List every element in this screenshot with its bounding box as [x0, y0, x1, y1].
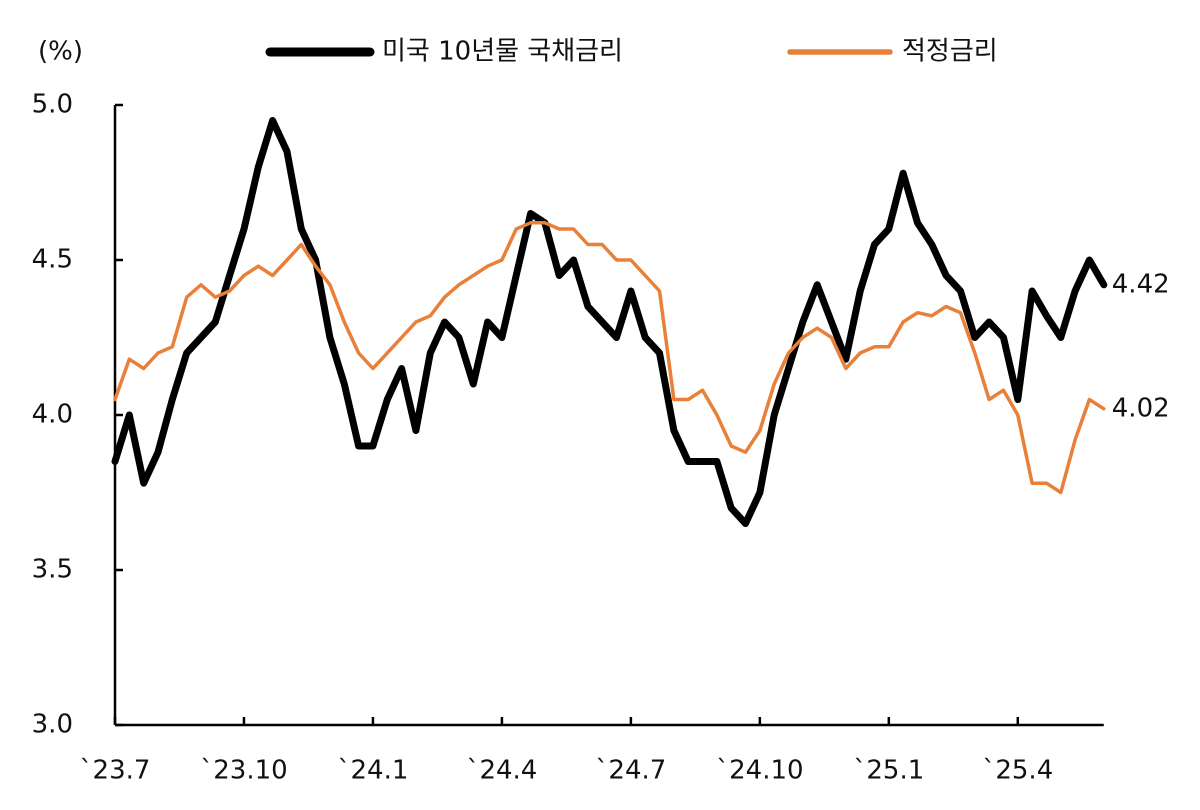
end-label: 4.42	[1112, 269, 1170, 299]
x-tick-label: `24.7	[595, 756, 666, 786]
x-tick-label: `23.10	[200, 756, 287, 786]
x-tick-label: `23.7	[80, 756, 151, 786]
y-tick-label: 3.5	[32, 555, 73, 585]
x-tick-label: `24.1	[337, 756, 408, 786]
y-tick-label: 4.5	[32, 245, 73, 275]
end-label: 4.02	[1112, 393, 1170, 423]
y-tick-label: 3.0	[32, 710, 73, 740]
x-tick-label: `24.4	[466, 756, 537, 786]
legend-label: 미국 10년물 국채금리	[382, 37, 623, 67]
legend-label: 적정금리	[902, 37, 998, 67]
x-tick-label: `25.4	[982, 756, 1053, 786]
x-tick-label: `25.1	[853, 756, 924, 786]
y-unit: (%)	[38, 37, 83, 67]
x-tick-label: `24.10	[716, 756, 803, 786]
y-tick-label: 5.0	[32, 90, 73, 120]
series-line	[111, 117, 1108, 527]
series-line	[113, 221, 1106, 495]
y-tick-label: 4.0	[32, 400, 73, 430]
